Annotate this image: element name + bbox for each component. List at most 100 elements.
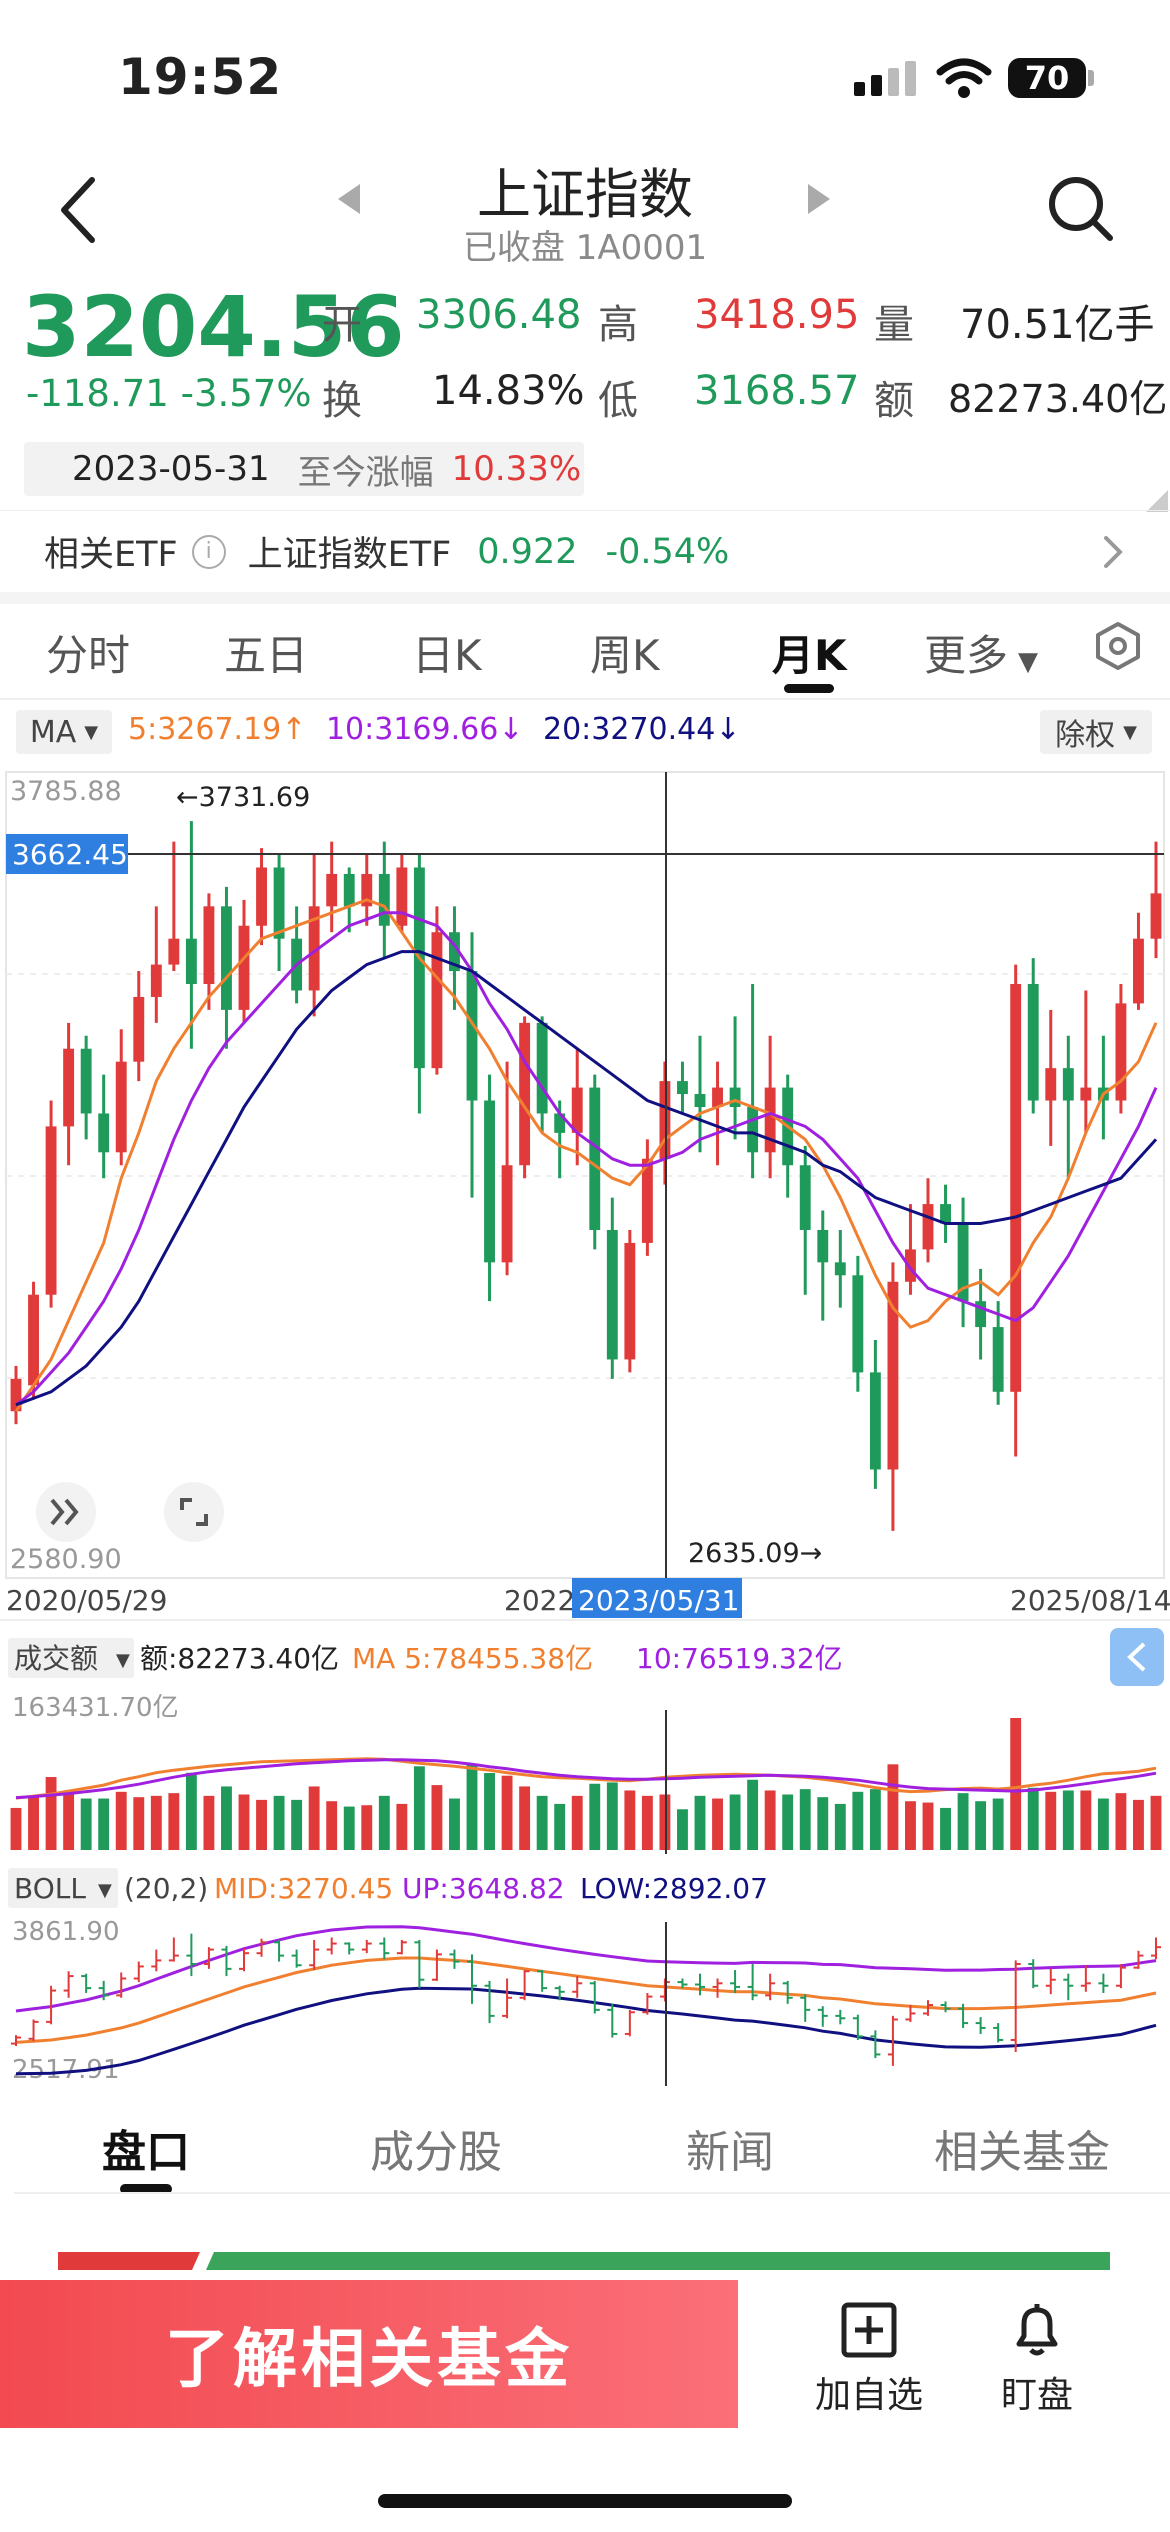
volume-bar	[1080, 1790, 1092, 1850]
learn-funds-button[interactable]: 了解相关基金	[0, 2280, 738, 2428]
volume-bar	[466, 1764, 478, 1850]
etf-change: -0.54%	[605, 531, 730, 572]
candle	[957, 1223, 969, 1302]
crosshair-price: 3662.45	[12, 838, 128, 871]
candle	[1010, 984, 1022, 1392]
tab-weekly-k[interactable]: 周K	[590, 631, 660, 680]
candle	[501, 1165, 513, 1263]
high-value: 3418.95	[694, 292, 860, 338]
volume-bar	[887, 1764, 899, 1850]
boll-select[interactable]	[8, 1868, 118, 1908]
crosshair-date: 2023-05-31	[72, 449, 270, 489]
volume-bar	[1115, 1793, 1127, 1850]
volume-bar	[957, 1793, 969, 1850]
fullscreen-button[interactable]	[164, 1482, 224, 1542]
volume-bar	[361, 1805, 373, 1850]
tab-daily-k[interactable]: 日K	[412, 631, 482, 680]
candle	[1062, 1068, 1074, 1101]
min-marker: 2635.09→	[688, 1538, 822, 1569]
candle	[45, 1126, 57, 1295]
chevron-right-icon[interactable]	[1100, 532, 1126, 572]
search-icon[interactable]	[1040, 170, 1120, 250]
scroll-end-button[interactable]	[36, 1482, 96, 1542]
boll-select-label: BOLL	[14, 1872, 86, 1905]
kline-chart[interactable]: 3785.88 2580.90 3662.45 ←3731.69 2635.09…	[0, 766, 1170, 1618]
tab-more[interactable]: 更多 ▼	[924, 622, 1038, 683]
add-watchlist-label: 加自选	[814, 2375, 923, 2416]
candle	[677, 1081, 688, 1095]
tab-five-day[interactable]: 五日	[224, 631, 309, 680]
info-icon[interactable]: i	[191, 534, 226, 569]
add-watchlist-button[interactable]: 加自选	[794, 2300, 944, 2420]
volume-chart[interactable]: 成交额 ▼ 额:82273.40亿 MA 5:78455.38亿 10:7651…	[0, 1618, 1170, 1854]
change-value: -118.71	[26, 372, 169, 415]
volume-value: 70.51亿手	[960, 302, 1155, 348]
back-icon[interactable]	[50, 170, 110, 250]
amount-label: 额	[874, 378, 914, 424]
candle	[992, 1327, 1004, 1392]
arrow-down-icon: ↓	[715, 712, 741, 747]
ma10-value: 10:3169.66	[325, 712, 499, 747]
ma20-line	[15, 950, 1158, 1407]
candle	[641, 1158, 653, 1243]
indicator-select-label: MA	[29, 714, 77, 750]
collapse-panel-button[interactable]	[1110, 1628, 1164, 1686]
battery-icon: 70	[1008, 58, 1086, 98]
section-divider	[0, 592, 1170, 604]
tab-news[interactable]: 新闻	[686, 2127, 774, 2178]
volume-bar	[782, 1794, 794, 1850]
tab-market[interactable]: 盘口	[102, 2127, 190, 2178]
volume-bar	[975, 1801, 987, 1850]
x-selected-badge	[572, 1578, 742, 1618]
boll-lower-line	[15, 1986, 1157, 2076]
boll-chart[interactable]: BOLL ▼ (20,2) MID:3270.45 UP:3648.82 LOW…	[0, 1854, 1170, 2086]
volume-y-top: 163431.70亿	[12, 1693, 179, 1723]
tab-monthly-k[interactable]: 月K	[772, 631, 847, 680]
open-label: 开	[322, 302, 362, 348]
candle	[1080, 1087, 1092, 1101]
turnover-value: 14.83%	[432, 368, 585, 414]
candle	[484, 1100, 495, 1263]
boll-lines	[11, 1925, 1161, 2076]
candle	[308, 906, 320, 991]
wifi-icon	[936, 58, 992, 98]
volume-bar	[536, 1795, 548, 1850]
page-title: 上证指数	[477, 163, 693, 226]
candle	[852, 1275, 864, 1373]
candle	[659, 1081, 671, 1159]
ma-lines	[14, 898, 1158, 1413]
tab-intraday[interactable]: 分时	[46, 631, 131, 680]
tab-constituents[interactable]: 成分股	[370, 2127, 502, 2178]
candle	[887, 1281, 899, 1470]
expand-icon	[180, 1498, 208, 1526]
tab-related-funds[interactable]: 相关基金	[934, 2127, 1110, 2178]
candle	[63, 1048, 75, 1127]
home-indicator	[378, 2494, 792, 2508]
volume-bar	[449, 1798, 460, 1850]
watch-alert-button[interactable]: 盯盘	[962, 2300, 1112, 2420]
battery-tip	[1088, 70, 1094, 86]
low-label: 低	[598, 378, 638, 424]
adjust-select[interactable]: 除权 ▼	[1040, 710, 1152, 754]
volume-bar	[308, 1786, 320, 1850]
volume-bar	[641, 1795, 653, 1850]
volume-bar	[326, 1801, 338, 1850]
candle	[940, 1204, 951, 1224]
prev-index-icon[interactable]	[336, 182, 362, 216]
volume-select[interactable]	[8, 1638, 134, 1678]
volume-bar	[764, 1790, 776, 1850]
ma-values: 5:3267.19↑ 10:3169.66↓ 20:3270.44↓	[128, 712, 740, 747]
turnover-label: 换	[322, 378, 362, 424]
detail-tabs: 盘口 成分股 新闻 相关基金	[0, 2100, 1170, 2196]
watch-alert-label: 盯盘	[1000, 2375, 1073, 2416]
candle	[28, 1294, 39, 1386]
candle	[256, 867, 267, 926]
next-index-icon[interactable]	[806, 182, 832, 216]
volume-bar	[747, 1779, 759, 1850]
chart-settings-icon[interactable]	[1092, 620, 1144, 672]
indicator-select[interactable]: MA ▼	[16, 710, 112, 754]
candle	[764, 1087, 776, 1153]
related-etf-row[interactable]: 相关ETF i 上证指数ETF 0.922 -0.54%	[0, 510, 1170, 592]
volume-bar	[729, 1794, 741, 1850]
volume-bars	[10, 1718, 1162, 1850]
